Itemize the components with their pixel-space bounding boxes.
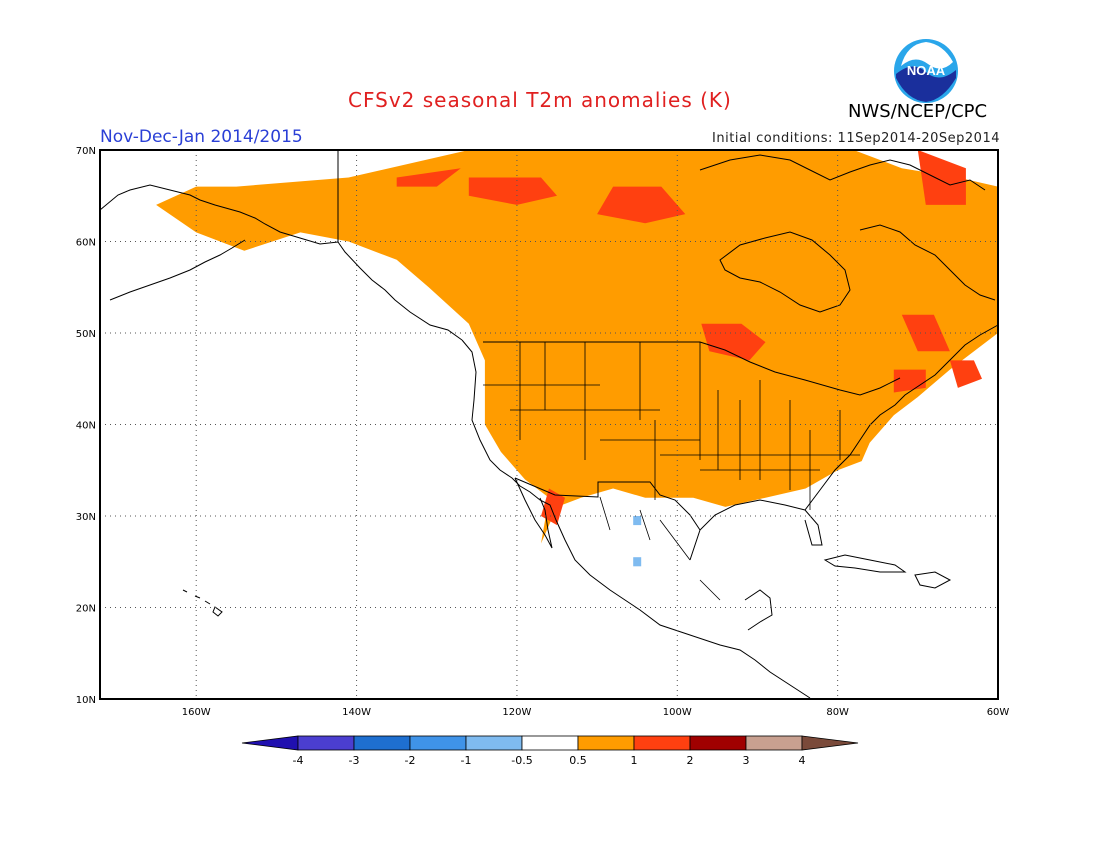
coastline-baja	[514, 477, 553, 549]
colorbar-label: 0.5	[569, 754, 587, 767]
colorbar-swatch	[409, 735, 467, 751]
colorbar-swatches	[241, 735, 859, 751]
anomaly-region-11	[633, 557, 642, 567]
lon-tick-label: 140W	[342, 707, 371, 718]
anomaly-region-8	[917, 150, 966, 205]
anomaly-region-2	[468, 177, 557, 205]
lon-tick-label: 120W	[502, 707, 531, 718]
coastline-alaska	[99, 184, 463, 341]
anomaly-region-3	[597, 186, 686, 224]
anomaly-fill-layer	[156, 150, 999, 567]
colorbar-label: -4	[293, 754, 304, 767]
political-border-layer	[337, 150, 901, 601]
map-frame	[99, 149, 999, 700]
lat-tick-label: 40N	[76, 421, 96, 432]
anomaly-region-9	[541, 488, 565, 526]
lon-tick-label: 60W	[987, 707, 1010, 718]
coastline-hispaniola	[914, 571, 952, 589]
lat-tick-label: 10N	[76, 695, 96, 706]
colorbar-swatch	[633, 735, 691, 751]
colorbar-swatch	[801, 735, 859, 751]
us-state-lines	[483, 342, 860, 510]
mexico-state-lines	[599, 496, 721, 601]
forecast-period: Nov-Dec-Jan 2014/2015	[100, 127, 303, 147]
colorbar-labels: -4 -3 -2 -1 -0.5 0.5 1 2 3 4	[293, 754, 806, 767]
lat-tick-label: 50N	[76, 329, 96, 340]
colorbar-label: -2	[405, 754, 416, 767]
noaa-logo: NOAA	[894, 39, 958, 103]
colorbar-label: 1	[631, 754, 638, 767]
anomaly-region-7	[949, 360, 982, 388]
lon-tick-label: 80W	[826, 707, 849, 718]
logo-text: NOAA	[907, 63, 946, 78]
anomaly-region-1	[396, 168, 461, 187]
colorbar-swatch	[465, 735, 523, 751]
coastline-labrador	[859, 224, 996, 301]
map-title: CFSv2 seasonal T2m anomalies (K)	[348, 88, 732, 112]
lat-tick-label: 70N	[76, 146, 96, 157]
coastline-arctic-islands	[699, 154, 986, 191]
coastline-aleutians	[109, 239, 246, 301]
agency-label: NWS/NCEP/CPC	[848, 101, 988, 122]
coastline-hudson-bay	[719, 231, 851, 313]
coastline-layer	[99, 154, 999, 699]
us-canada-border	[337, 150, 901, 396]
colorbar-label: -1	[461, 754, 472, 767]
coastline-yucatan	[744, 589, 773, 631]
anomaly-region-4	[701, 323, 766, 361]
colorbar-swatch	[577, 735, 635, 751]
colorbar-label: 4	[799, 754, 806, 767]
lon-tick-label: 100W	[663, 707, 692, 718]
coastline-hawaii	[182, 589, 223, 617]
anomaly-region-0	[156, 150, 999, 544]
coastline-gulf	[689, 499, 823, 561]
lon-tick-label: 160W	[182, 707, 211, 718]
coastline-cuba	[823, 554, 907, 573]
colorbar-label: -3	[349, 754, 360, 767]
us-mexico-border	[514, 477, 701, 531]
lat-tick-label: 30N	[76, 512, 96, 523]
colorbar-swatch	[297, 735, 355, 751]
colorbar-swatch	[521, 735, 579, 751]
lat-tick-label: 60N	[76, 238, 96, 249]
initial-conditions: Initial conditions: 11Sep2014-20Sep2014	[712, 131, 1000, 146]
coastline-west	[461, 339, 811, 699]
colorbar-label: -0.5	[511, 754, 532, 767]
colorbar-swatch	[241, 735, 299, 751]
colorbar-swatch	[745, 735, 803, 751]
colorbar-label: 2	[687, 754, 694, 767]
colorbar-swatch	[353, 735, 411, 751]
axis-tick-layer: 160W 140W 120W 100W 80W 60W 70N 60N 50N 40N 30N 20N…	[76, 146, 1010, 718]
colorbar-swatch	[689, 735, 747, 751]
coastline-east	[804, 324, 999, 511]
lat-tick-label: 20N	[76, 604, 96, 615]
anomaly-region-10	[633, 516, 642, 526]
colorbar-label: 3	[743, 754, 750, 767]
